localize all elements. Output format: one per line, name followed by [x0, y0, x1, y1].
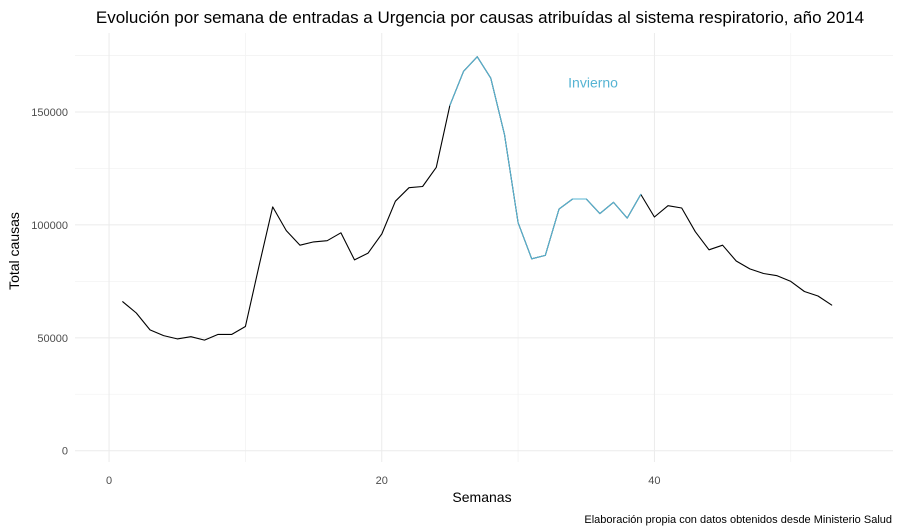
- annotation-invierno: Invierno: [568, 75, 618, 91]
- x-tick-label: 0: [106, 475, 112, 487]
- y-tick-label: 100000: [31, 220, 68, 232]
- series-group: [122, 56, 833, 341]
- x-tick-label: 40: [648, 475, 660, 487]
- x-tick-label: 20: [376, 475, 388, 487]
- ticks: 0 20 40 0 50000 100000 150000: [31, 107, 660, 487]
- grid: [75, 33, 893, 462]
- y-tick-label: 50000: [37, 333, 68, 345]
- y-tick-label: 150000: [31, 107, 68, 119]
- y-axis-title: Total causas: [6, 212, 22, 290]
- chart-title: Evolución por semana de entradas a Urgen…: [96, 8, 864, 27]
- series-line-total: [122, 56, 833, 341]
- x-axis-title: Semanas: [452, 489, 511, 505]
- series-line-invierno: [449, 56, 642, 260]
- caption: Elaboración propia con datos obtenidos d…: [584, 514, 892, 526]
- y-tick-label: 0: [62, 446, 68, 458]
